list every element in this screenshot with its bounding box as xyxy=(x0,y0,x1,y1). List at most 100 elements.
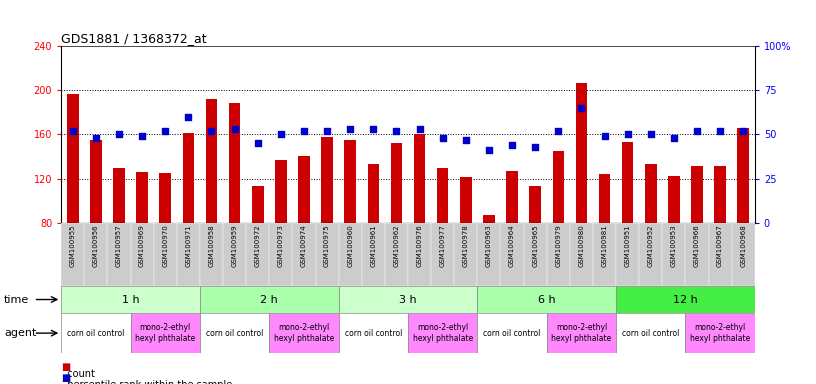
Text: GSM100956: GSM100956 xyxy=(93,225,99,267)
Bar xyxy=(298,157,310,223)
Text: mono-2-ethyl
hexyl phthalate: mono-2-ethyl hexyl phthalate xyxy=(274,323,334,343)
Bar xyxy=(84,223,108,286)
Text: GSM100952: GSM100952 xyxy=(648,225,654,267)
Point xyxy=(690,128,703,134)
Bar xyxy=(246,223,269,286)
Text: count: count xyxy=(61,369,95,379)
Text: GSM100979: GSM100979 xyxy=(555,225,561,267)
Text: GSM100975: GSM100975 xyxy=(324,225,330,267)
Bar xyxy=(500,223,524,286)
Text: GSM100974: GSM100974 xyxy=(301,225,307,267)
Point xyxy=(713,128,726,134)
Point xyxy=(621,131,634,137)
Text: percentile rank within the sample: percentile rank within the sample xyxy=(61,380,233,384)
Text: GSM100978: GSM100978 xyxy=(463,225,469,267)
Text: corn oil control: corn oil control xyxy=(344,329,402,338)
Text: GSM100971: GSM100971 xyxy=(185,225,192,267)
Text: GSM100963: GSM100963 xyxy=(486,225,492,267)
Point xyxy=(366,126,379,132)
Bar xyxy=(732,223,755,286)
Text: time: time xyxy=(4,295,29,305)
Point xyxy=(574,105,588,111)
Bar xyxy=(460,177,472,223)
Bar xyxy=(131,223,153,286)
Bar xyxy=(228,104,241,223)
Text: ■: ■ xyxy=(61,373,70,383)
Bar xyxy=(200,313,269,353)
Bar xyxy=(685,313,755,353)
Text: 12 h: 12 h xyxy=(673,295,698,305)
Text: GSM100951: GSM100951 xyxy=(624,225,631,267)
Bar xyxy=(206,99,217,223)
Text: GSM100973: GSM100973 xyxy=(277,225,284,267)
Bar xyxy=(339,313,408,353)
Bar xyxy=(524,223,547,286)
Text: mono-2-ethyl
hexyl phthalate: mono-2-ethyl hexyl phthalate xyxy=(690,323,750,343)
Bar xyxy=(455,223,477,286)
Bar xyxy=(547,313,616,353)
Bar xyxy=(183,133,194,223)
Point xyxy=(390,128,403,134)
Text: mono-2-ethyl
hexyl phthalate: mono-2-ethyl hexyl phthalate xyxy=(413,323,472,343)
Text: GSM100965: GSM100965 xyxy=(532,225,539,267)
Bar xyxy=(547,223,570,286)
Bar xyxy=(339,286,477,313)
Point xyxy=(297,128,310,134)
Bar xyxy=(344,140,356,223)
Text: agent: agent xyxy=(4,328,37,338)
Text: GSM100953: GSM100953 xyxy=(671,225,677,267)
Text: GSM100962: GSM100962 xyxy=(393,225,400,267)
Bar xyxy=(292,223,316,286)
Text: GSM100970: GSM100970 xyxy=(162,225,168,267)
Bar xyxy=(367,164,379,223)
Point xyxy=(413,126,426,132)
Bar xyxy=(200,286,339,313)
Bar xyxy=(645,164,657,223)
Bar xyxy=(159,173,171,223)
Text: GSM100961: GSM100961 xyxy=(370,225,376,267)
Text: corn oil control: corn oil control xyxy=(206,329,264,338)
Bar xyxy=(708,223,732,286)
Bar xyxy=(408,313,477,353)
Bar xyxy=(685,223,708,286)
Text: GSM100980: GSM100980 xyxy=(579,225,584,267)
Text: GSM100958: GSM100958 xyxy=(208,225,215,267)
Text: GSM100955: GSM100955 xyxy=(69,225,76,267)
Bar xyxy=(663,223,685,286)
Point xyxy=(737,128,750,134)
Text: GSM100977: GSM100977 xyxy=(440,225,446,267)
Bar xyxy=(616,223,639,286)
Text: 3 h: 3 h xyxy=(399,295,417,305)
Text: corn oil control: corn oil control xyxy=(483,329,541,338)
Bar xyxy=(223,223,246,286)
Bar xyxy=(153,223,177,286)
Text: GSM100964: GSM100964 xyxy=(509,225,515,267)
Bar xyxy=(200,223,223,286)
Point xyxy=(644,131,657,137)
Bar xyxy=(61,313,131,353)
Bar xyxy=(108,223,131,286)
Bar xyxy=(391,143,402,223)
Text: GSM100976: GSM100976 xyxy=(416,225,423,267)
Point xyxy=(552,128,565,134)
Bar xyxy=(408,223,431,286)
Point xyxy=(598,133,611,139)
Text: GDS1881 / 1368372_at: GDS1881 / 1368372_at xyxy=(61,32,206,45)
Bar xyxy=(431,223,455,286)
Point xyxy=(344,126,357,132)
Point xyxy=(482,147,495,153)
Text: 1 h: 1 h xyxy=(122,295,140,305)
Point xyxy=(667,135,681,141)
Text: GSM100960: GSM100960 xyxy=(347,225,353,267)
Bar xyxy=(269,223,292,286)
Bar xyxy=(639,223,663,286)
Text: GSM100967: GSM100967 xyxy=(717,225,723,267)
Text: GSM100972: GSM100972 xyxy=(255,225,261,267)
Bar xyxy=(552,151,564,223)
Point xyxy=(459,137,472,143)
Text: 2 h: 2 h xyxy=(260,295,278,305)
Point xyxy=(228,126,241,132)
Bar xyxy=(622,142,633,223)
Text: GSM100969: GSM100969 xyxy=(139,225,145,267)
Bar xyxy=(570,223,593,286)
